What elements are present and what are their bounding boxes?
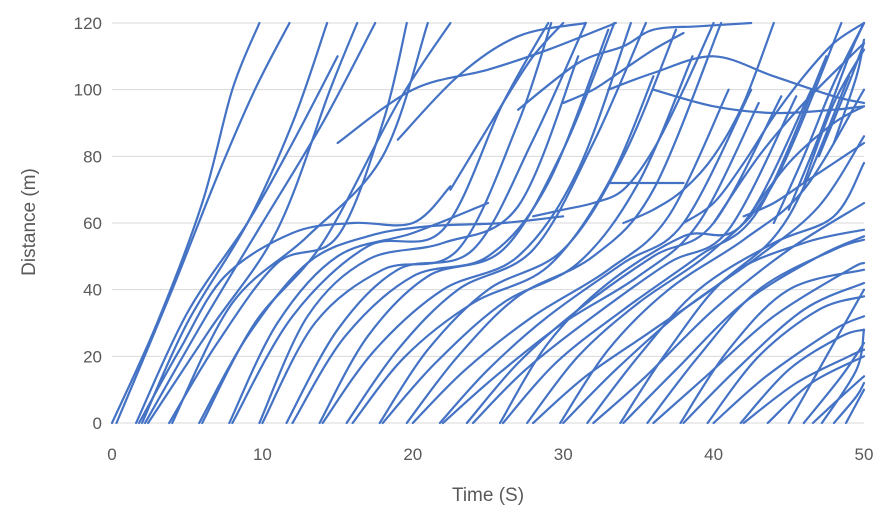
y-tick-label: 60 xyxy=(83,214,102,233)
vehicle-trajectory-1 xyxy=(110,21,261,425)
vehicle-trajectory-50 xyxy=(802,341,866,425)
vehicle-trajectory-11 xyxy=(201,21,452,425)
vehicle-trajectory-9 xyxy=(171,21,429,425)
y-tick-label: 0 xyxy=(93,414,102,433)
x-tick-label: 10 xyxy=(253,445,272,464)
vehicle-trajectory-71 xyxy=(682,21,866,225)
vehicle-trajectory-16 xyxy=(285,21,587,425)
x-tick-label: 0 xyxy=(107,445,116,464)
vehicle-trajectory-42 xyxy=(679,268,866,425)
vehicle-trajectory-38 xyxy=(619,228,866,425)
x-axis-title: Time (S) xyxy=(452,485,524,506)
x-tick-label: 20 xyxy=(403,445,422,464)
vehicle-trajectory-43 xyxy=(682,281,866,425)
vehicle-trajectory-46 xyxy=(739,328,866,425)
vehicle-trajectory-22 xyxy=(378,28,678,425)
x-tick-labels: 0 10 20 30 40 50 xyxy=(107,445,873,464)
trajectory-lines xyxy=(110,21,866,425)
x-tick-label: 30 xyxy=(554,445,573,464)
vehicle-trajectory-45 xyxy=(712,315,866,425)
vehicle-trajectory-21 xyxy=(351,75,655,425)
vehicle-trajectory-6 xyxy=(144,21,377,425)
vehicle-trajectory-51 xyxy=(811,375,866,425)
y-tick-label: 120 xyxy=(74,14,102,33)
y-tick-labels: 0 20 40 60 80 100 120 xyxy=(74,14,102,433)
vehicle-trajectory-18 xyxy=(318,21,616,425)
vehicle-trajectory-4 xyxy=(138,185,452,425)
vehicle-trajectory-63 xyxy=(712,41,866,225)
vehicle-trajectory-5 xyxy=(141,21,329,425)
vehicle-trajectory-24 xyxy=(405,21,723,425)
vehicle-trajectory-40 xyxy=(646,238,866,425)
vehicle-trajectory-66 xyxy=(787,21,866,211)
vehicle-trajectory-56 xyxy=(396,21,587,141)
vehicle-trajectory-28 xyxy=(465,95,783,425)
vehicle-trajectory-14 xyxy=(258,55,580,425)
vehicle-trajectory-20 xyxy=(345,21,647,425)
vehicle-trajectory-72 xyxy=(622,21,775,225)
vehicle-trajectory-19 xyxy=(321,21,632,425)
vehicle-trajectory-69 xyxy=(832,38,866,145)
vehicle-trajectory-31 xyxy=(501,55,828,425)
vehicle-trajectory-73 xyxy=(742,141,866,218)
vehicle-trajectory-59 xyxy=(562,31,685,105)
vehicle-trajectory-54 xyxy=(844,388,866,425)
vehicle-trajectory-55 xyxy=(449,21,565,191)
vehicle-trajectory-33 xyxy=(532,75,851,425)
vehicle-trajectory-52 xyxy=(820,328,866,425)
x-tick-label: 40 xyxy=(704,445,723,464)
vehicle-trajectory-58 xyxy=(517,21,753,111)
y-axis-title: Distance (m) xyxy=(19,168,40,276)
y-tick-label: 80 xyxy=(83,147,102,166)
vehicle-trajectory-27 xyxy=(441,101,760,425)
vehicle-trajectory-41 xyxy=(652,261,866,425)
y-tick-label: 100 xyxy=(74,81,102,100)
vehicle-trajectory-36 xyxy=(586,161,866,425)
vehicle-trajectory-53 xyxy=(832,381,866,425)
vehicle-trajectory-70 xyxy=(532,21,715,218)
vehicle-trajectory-44 xyxy=(706,295,866,425)
vehicle-trajectory-32 xyxy=(526,21,843,425)
x-tick-label: 50 xyxy=(855,445,874,464)
vehicle-trajectory-12 xyxy=(228,201,490,425)
vehicle-trajectory-8 xyxy=(168,21,408,425)
vehicle-trajectory-7 xyxy=(147,21,359,425)
vehicle-trajectory-26 xyxy=(438,88,753,425)
y-tick-label: 20 xyxy=(83,347,102,366)
vehicle-trajectory-35 xyxy=(562,135,866,425)
vehicle-trajectory-37 xyxy=(592,201,866,425)
y-tick-label: 40 xyxy=(83,281,102,300)
vehicle-trajectory-29 xyxy=(471,95,798,425)
vehicle-trajectory-68 xyxy=(817,41,866,158)
vehicle-trajectory-49 xyxy=(787,288,866,425)
vehicle-trajectory-2 xyxy=(115,21,291,425)
vehicle-trajectory-34 xyxy=(559,88,866,425)
vehicle-trajectory-57 xyxy=(336,21,617,145)
vehicle-trajectory-30 xyxy=(498,88,813,425)
